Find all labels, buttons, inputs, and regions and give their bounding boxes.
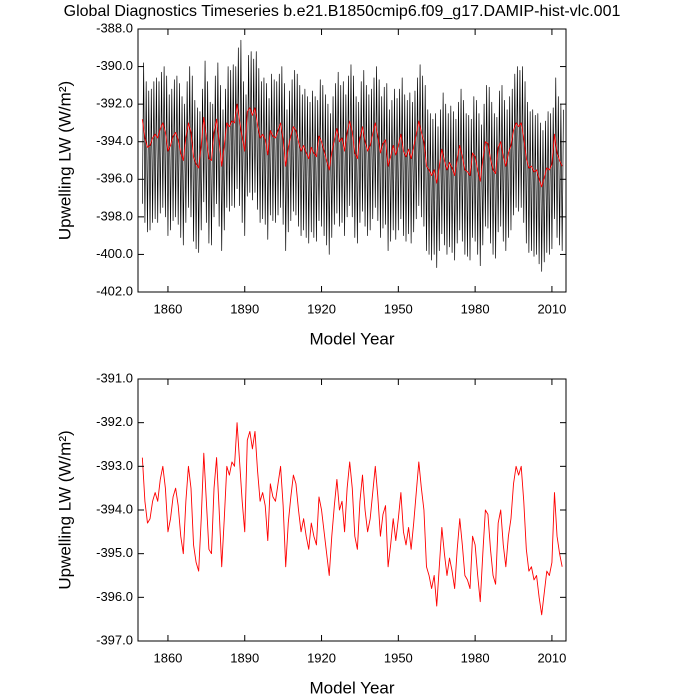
- plot-frame: [137, 28, 567, 293]
- y-tick-label: -394.0: [96, 133, 133, 148]
- y-tick-label: -393.0: [96, 458, 133, 473]
- x-tick-label: 1890: [230, 301, 259, 316]
- x-tick-label: 1860: [153, 301, 182, 316]
- y-tick-label: -397.0: [96, 632, 133, 647]
- y-tick-label: -396.0: [96, 589, 133, 604]
- x-tick-label: 1950: [384, 650, 413, 665]
- chart-title: Global Diagnostics Timeseries b.e21.B185…: [64, 3, 621, 20]
- y-tick-label: -396.0: [96, 171, 133, 186]
- y-tick-label: -390.0: [96, 58, 133, 73]
- y-tick-label: -400.0: [96, 246, 133, 261]
- y-tick-label: -395.0: [96, 545, 133, 560]
- data-line: [141, 103, 563, 188]
- y-tick-label: -392.0: [96, 414, 133, 429]
- y-tick-label: -391.0: [96, 370, 133, 385]
- data-line: [141, 422, 563, 616]
- x-tick-label: 1860: [153, 650, 182, 665]
- y-tick-label: -388.0: [96, 20, 133, 35]
- x-tick-label: 1920: [307, 301, 336, 316]
- y-tick-label: -402.0: [96, 283, 133, 298]
- x-tick-label: 1920: [307, 650, 336, 665]
- y-axis-label: Upwelling LW (W/m²): [55, 430, 74, 589]
- y-tick-label: -394.0: [96, 501, 133, 516]
- x-axis-label: Model Year: [309, 678, 394, 697]
- x-axis-label: Model Year: [309, 329, 394, 348]
- x-tick-label: 1890: [230, 650, 259, 665]
- x-tick-label: 1980: [461, 301, 490, 316]
- y-tick-label: -398.0: [96, 208, 133, 223]
- y-tick-label: -392.0: [96, 96, 133, 111]
- y-axis-label: Upwelling LW (W/m²): [55, 81, 74, 240]
- x-tick-label: 1980: [461, 650, 490, 665]
- x-tick-label: 2010: [537, 301, 566, 316]
- x-tick-label: 1950: [384, 301, 413, 316]
- data-line: [142, 39, 564, 272]
- x-tick-label: 2010: [537, 650, 566, 665]
